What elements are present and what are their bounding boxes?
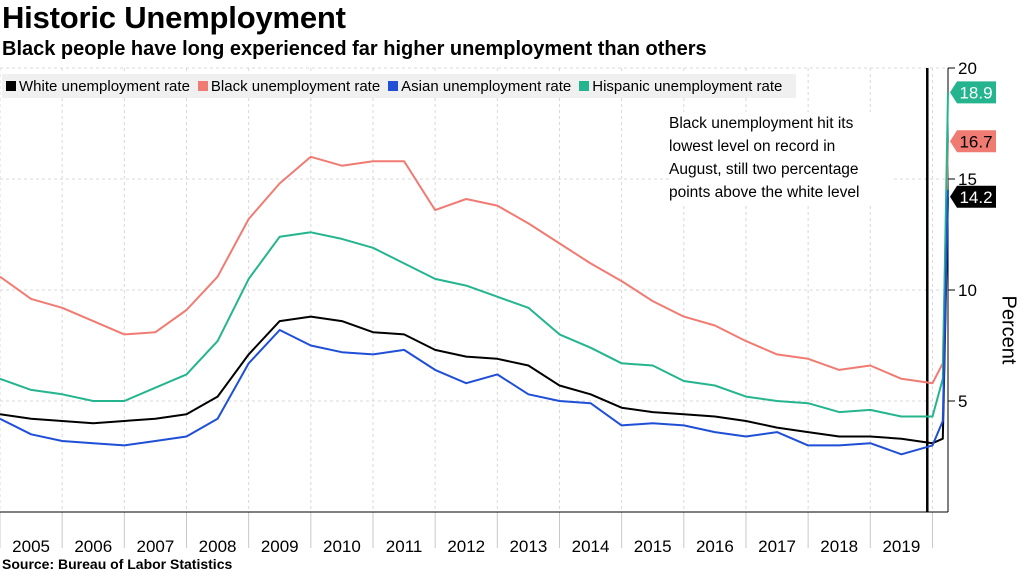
- end-label-white: 14.2: [959, 188, 992, 207]
- x-tick-label: 2005: [12, 537, 50, 556]
- x-tick-label: 2010: [323, 537, 361, 556]
- legend-swatch-black: [197, 81, 208, 91]
- chart-title: Historic Unemployment: [2, 0, 346, 35]
- legend-item-hispanic[interactable]: Hispanic unemployment rate: [579, 78, 782, 95]
- legend-swatch-hispanic: [579, 81, 590, 91]
- x-tick-label: 2009: [261, 537, 299, 556]
- x-tick-label: 2017: [758, 537, 796, 556]
- end-label-hispanic: 18.9: [959, 83, 992, 102]
- x-tick-label: 2013: [509, 537, 547, 556]
- legend-item-black[interactable]: Black unemployment rate: [197, 77, 381, 95]
- legend-label-hispanic: Hispanic unemployment rate: [592, 77, 783, 95]
- x-tick-label: 2007: [136, 537, 174, 556]
- x-tick-label: 2014: [572, 537, 610, 556]
- y-tick-label: 10: [958, 281, 977, 300]
- legend-item-asian[interactable]: Asian unemployment rate: [388, 78, 571, 95]
- source-note: Source: Bureau of Labor Statistics: [2, 556, 233, 572]
- x-tick-label: 2018: [820, 537, 858, 556]
- x-tick-label: 2006: [74, 537, 112, 556]
- end-label-hispanic-bg: [950, 81, 996, 104]
- black-rate-line: [0, 141, 949, 385]
- end-label-white-bg: [950, 185, 996, 208]
- legend-label-asian: Asian unemployment rate: [401, 77, 572, 95]
- hispanic-rate-line: [0, 92, 949, 418]
- chart-annotation: Black unemployment hit its lowest level …: [669, 112, 891, 204]
- x-tick-label: 2008: [199, 537, 237, 556]
- legend-label-black: Black unemployment rate: [210, 77, 381, 95]
- white-rate-line: [0, 196, 949, 445]
- x-tick-label: 2019: [882, 537, 920, 556]
- x-tick-label: 2012: [447, 537, 485, 556]
- asian-rate-line: [0, 190, 949, 456]
- x-tick-label: 2011: [386, 537, 423, 556]
- chart-legend: White unemployment rate Black unemployme…: [2, 74, 797, 98]
- legend-item-white[interactable]: White unemployment rate: [6, 78, 190, 95]
- chart-subtitle: Black people have long experienced far h…: [2, 38, 707, 60]
- x-tick-label: 2016: [696, 537, 734, 556]
- end-label-black-bg: [950, 130, 996, 153]
- legend-label-white: White unemployment rate: [19, 77, 190, 95]
- y-tick-label: 15: [958, 170, 977, 189]
- x-tick-label: 2015: [634, 537, 672, 556]
- legend-swatch-asian: [388, 81, 399, 91]
- legend-swatch-white: [6, 81, 16, 91]
- y-tick-label: 20: [958, 59, 977, 78]
- y-axis-label: Percent: [997, 295, 1020, 365]
- end-label-black: 16.7: [959, 132, 992, 151]
- y-tick-label: 5: [958, 392, 967, 411]
